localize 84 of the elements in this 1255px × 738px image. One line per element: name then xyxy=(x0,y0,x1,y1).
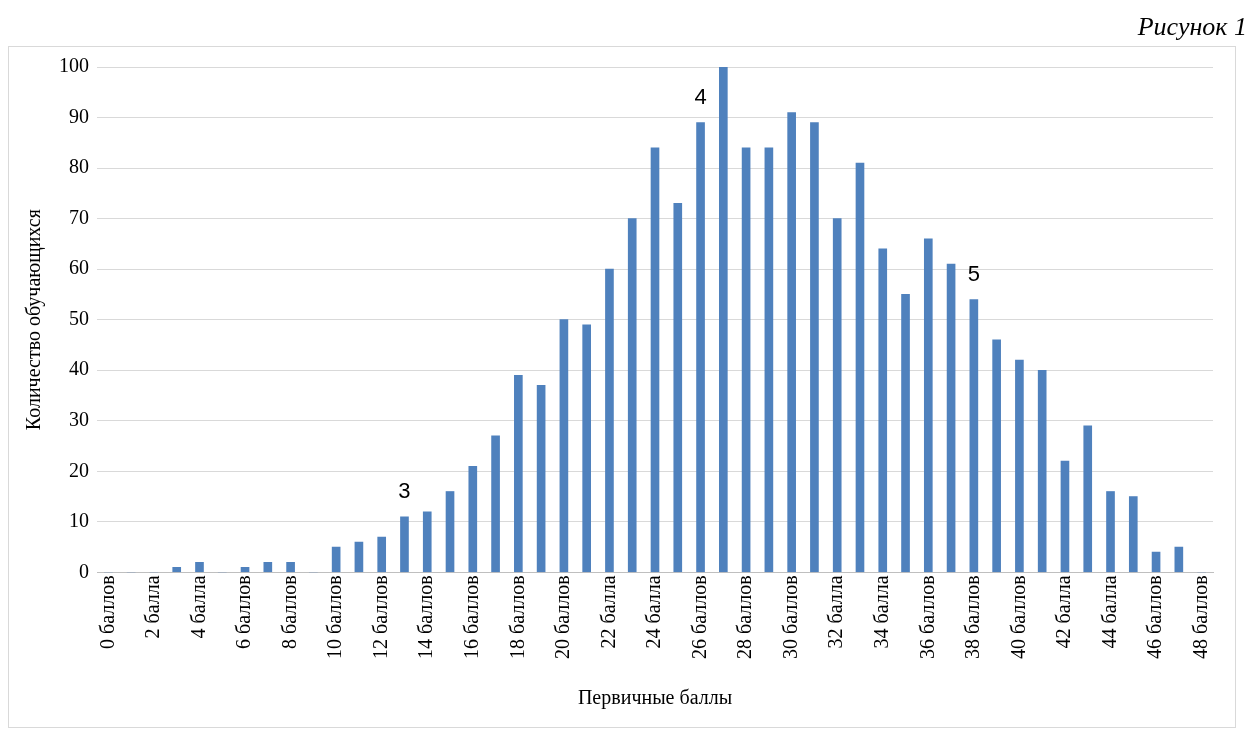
bar xyxy=(855,162,865,573)
bar xyxy=(1015,359,1024,573)
y-tick-label: 90 xyxy=(69,104,89,127)
bar xyxy=(172,566,182,573)
y-tick-label: 60 xyxy=(69,256,89,279)
bar xyxy=(1128,496,1138,573)
y-tick-label: 100 xyxy=(59,54,89,77)
bar xyxy=(901,294,910,573)
bar xyxy=(1106,491,1115,573)
x-tick-label: 16 баллов xyxy=(460,575,483,660)
bar xyxy=(1060,460,1070,573)
x-tick-label: 4 балла xyxy=(186,575,209,639)
x-tick-label: 22 балла xyxy=(596,575,619,649)
bar xyxy=(946,263,956,573)
bar xyxy=(878,248,888,573)
y-axis-title: Количество обучающихся xyxy=(22,209,46,431)
x-tick-label: 36 баллов xyxy=(915,575,938,660)
bar xyxy=(923,238,933,573)
x-tick-label: 38 баллов xyxy=(961,575,984,660)
bar xyxy=(468,465,478,573)
bar xyxy=(582,324,591,573)
x-tick-label: 24 балла xyxy=(642,575,665,649)
bar xyxy=(1083,425,1093,573)
y-tick-label: 70 xyxy=(69,205,89,228)
bar xyxy=(377,536,387,573)
x-tick-label: 26 баллов xyxy=(687,575,710,660)
bar xyxy=(536,385,546,573)
bar xyxy=(514,374,523,573)
x-tick-label: 12 баллов xyxy=(368,575,391,660)
y-tick-label: 30 xyxy=(69,408,89,431)
x-axis-title: Первичные баллы xyxy=(577,686,733,710)
bar xyxy=(741,147,751,573)
y-tick-label: 0 xyxy=(79,559,89,582)
bar xyxy=(1037,369,1047,573)
bar xyxy=(787,112,796,573)
bar xyxy=(696,122,705,573)
bar xyxy=(764,147,774,573)
annotation: 3 xyxy=(398,477,411,503)
x-tick-label: 34 балла xyxy=(870,575,893,649)
annotation: 4 xyxy=(694,83,707,109)
bar xyxy=(354,541,364,573)
x-tick-label: 8 баллов xyxy=(277,575,300,650)
bar xyxy=(673,203,683,573)
x-tick-label: 14 баллов xyxy=(414,575,437,660)
y-tick-label: 20 xyxy=(69,458,89,481)
bar xyxy=(810,122,819,573)
y-tick-label: 40 xyxy=(69,357,89,380)
x-tick-label: 6 баллов xyxy=(232,575,255,650)
x-tick-label: 28 баллов xyxy=(733,575,756,660)
bar xyxy=(719,67,728,573)
bar xyxy=(1174,546,1184,573)
x-tick-label: 10 баллов xyxy=(323,575,346,660)
bar xyxy=(992,339,1001,573)
x-tick-label: 18 баллов xyxy=(505,575,528,660)
bar xyxy=(605,268,614,573)
bar xyxy=(559,319,569,573)
annotation: 5 xyxy=(967,260,980,286)
bar xyxy=(491,435,500,573)
bar xyxy=(286,561,295,573)
bar xyxy=(832,218,842,573)
bar xyxy=(1151,551,1161,573)
bar xyxy=(969,299,979,573)
y-tick-label: 80 xyxy=(69,155,89,178)
bar xyxy=(195,561,204,573)
x-tick-label: 46 баллов xyxy=(1143,575,1166,660)
x-tick-label: 30 баллов xyxy=(778,575,801,660)
bar xyxy=(650,147,660,573)
chart-title: Рисунок 1 xyxy=(1136,11,1247,43)
x-tick-label: 2 балла xyxy=(141,575,164,639)
bar xyxy=(445,491,455,573)
x-tick-label: 44 балла xyxy=(1097,575,1120,649)
x-tick-label: 20 баллов xyxy=(551,575,574,660)
bar xyxy=(263,561,273,573)
bar xyxy=(627,218,637,573)
bar xyxy=(331,546,341,573)
x-tick-label: 0 баллов xyxy=(95,575,118,650)
x-tick-label: 32 балла xyxy=(824,575,847,649)
x-tick-label: 42 балла xyxy=(1052,575,1075,649)
y-tick-label: 10 xyxy=(69,509,89,532)
bar xyxy=(400,516,409,573)
x-tick-label: 40 баллов xyxy=(1006,575,1029,660)
bar xyxy=(422,511,432,573)
y-tick-label: 50 xyxy=(69,306,89,329)
x-tick-label: 48 баллов xyxy=(1188,575,1211,660)
